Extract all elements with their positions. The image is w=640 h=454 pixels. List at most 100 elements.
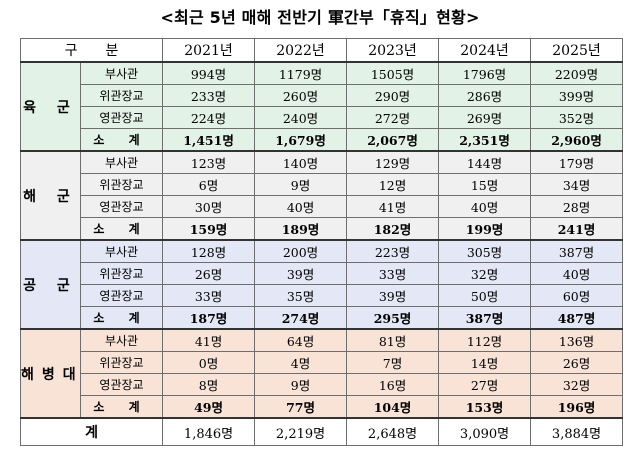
value-cell: 233명 (162, 84, 256, 107)
value-cell: 2,960명 (530, 128, 624, 152)
value-cell: 1,451명 (162, 128, 256, 152)
total-label: 계 (19, 417, 164, 446)
value-cell: 4명 (254, 351, 348, 374)
value-cell: 50명 (438, 284, 532, 307)
total-value: 1,846명 (162, 417, 256, 446)
value-cell: 39명 (346, 284, 440, 307)
value-cell: 200명 (254, 239, 348, 263)
value-cell: 352명 (530, 106, 624, 129)
value-cell: 40명 (530, 262, 624, 285)
table-title: <최근 5년 매해 전반기 軍간부「휴직」현황> (160, 8, 480, 27)
value-cell: 153명 (438, 395, 532, 419)
value-cell: 81명 (346, 328, 440, 352)
value-cell: 2,351명 (438, 128, 532, 152)
table-row: 영관장교 33명 35명 39명 50명 60명 (21, 284, 624, 307)
rank-label: 영관장교 (79, 284, 164, 307)
table-row: 위관장교 26명 39명 33명 32명 40명 (21, 262, 624, 285)
rank-label: 위관장교 (79, 262, 164, 285)
value-cell: 60명 (530, 284, 624, 307)
value-cell: 9명 (254, 373, 348, 396)
header-category: 구 분 (19, 38, 164, 63)
value-cell: 33명 (162, 284, 256, 307)
value-cell: 196명 (530, 395, 624, 419)
value-cell: 40명 (254, 195, 348, 218)
subtotal-row: 소 계 159명 189명 182명 199명 241명 (21, 217, 624, 241)
value-cell: 223명 (346, 239, 440, 263)
value-cell: 286명 (438, 84, 532, 107)
value-cell: 1505명 (346, 61, 440, 85)
value-cell: 2,067명 (346, 128, 440, 152)
value-cell: 224명 (162, 106, 256, 129)
value-cell: 41명 (346, 195, 440, 218)
value-cell: 305명 (438, 239, 532, 263)
table-row: 공 군 부사관 128명 200명 223명 305명 387명 (20, 239, 624, 330)
value-cell: 1796명 (438, 61, 532, 85)
value-cell: 129명 (346, 150, 440, 174)
value-cell: 16명 (346, 373, 440, 396)
value-cell: 387명 (530, 239, 624, 263)
header-year: 2024년 (438, 38, 532, 63)
rank-label: 영관장교 (79, 106, 164, 129)
value-cell: 199명 (438, 217, 532, 241)
table-row: 영관장교 8명 9명 16명 27명 32명 (21, 373, 624, 396)
value-cell: 49명 (162, 395, 256, 419)
branch-name: 해 군 (20, 150, 81, 241)
value-cell: 136명 (530, 328, 624, 352)
rank-label: 소 계 (79, 395, 164, 419)
value-cell: 64명 (254, 328, 348, 352)
rank-label: 부사관 (79, 328, 164, 352)
value-cell: 6명 (162, 173, 256, 196)
table-row: 영관장교 224명 240명 272명 269명 352명 (21, 106, 624, 129)
header-year: 2025년 (530, 38, 624, 63)
value-cell: 128명 (162, 239, 256, 263)
value-cell: 32명 (530, 373, 624, 396)
header-year: 2022년 (254, 38, 348, 63)
value-cell: 0명 (162, 351, 256, 374)
value-cell: 40명 (438, 195, 532, 218)
table-row: 위관장교 6명 9명 12명 15명 34명 (21, 173, 624, 196)
value-cell: 26명 (530, 351, 624, 374)
table-row: 해병대 부사관 41명 64명 81명 112명 136명 (20, 328, 624, 419)
table-row: 위관장교 0명 4명 7명 14명 26명 (21, 351, 624, 374)
value-cell: 144명 (438, 150, 532, 174)
value-cell: 240명 (254, 106, 348, 129)
header-row: 구 분 2021년 2022년 2023년 2024년 2025년 (19, 38, 624, 63)
subtotal-row: 소 계 49명 77명 104명 153명 196명 (21, 395, 624, 419)
value-cell: 187명 (162, 306, 256, 330)
branch-name: 육 군 (20, 61, 81, 152)
subtotal-row: 소 계 187명 274명 295명 387명 487명 (21, 306, 624, 330)
value-cell: 30명 (162, 195, 256, 218)
table-row: 영관장교 30명 40명 41명 40명 28명 (21, 195, 624, 218)
rank-label: 부사관 (79, 150, 164, 174)
value-cell: 290명 (346, 84, 440, 107)
total-value: 3,090명 (438, 417, 532, 446)
value-cell: 15명 (438, 173, 532, 196)
value-cell: 33명 (346, 262, 440, 285)
value-cell: 182명 (346, 217, 440, 241)
value-cell: 274명 (254, 306, 348, 330)
rank-label: 소 계 (79, 128, 164, 152)
branch-name: 공 군 (20, 239, 81, 330)
value-cell: 1179명 (254, 61, 348, 85)
table-row: 해 군 부사관 123명 140명 129명 144명 179명 (20, 150, 624, 241)
branch-name: 해병대 (20, 328, 81, 419)
value-cell: 8명 (162, 373, 256, 396)
total-value: 2,648명 (346, 417, 440, 446)
value-cell: 14명 (438, 351, 532, 374)
value-cell: 140명 (254, 150, 348, 174)
value-cell: 269명 (438, 106, 532, 129)
value-cell: 32명 (438, 262, 532, 285)
value-cell: 104명 (346, 395, 440, 419)
rank-label: 소 계 (79, 306, 164, 330)
value-cell: 26명 (162, 262, 256, 285)
value-cell: 9명 (254, 173, 348, 196)
rank-label: 위관장교 (79, 84, 164, 107)
rank-label: 영관장교 (79, 195, 164, 218)
value-cell: 241명 (530, 217, 624, 241)
value-cell: 189명 (254, 217, 348, 241)
value-cell: 27명 (438, 373, 532, 396)
total-value: 3,884명 (530, 417, 624, 446)
value-cell: 7명 (346, 351, 440, 374)
value-cell: 12명 (346, 173, 440, 196)
value-cell: 295명 (346, 306, 440, 330)
